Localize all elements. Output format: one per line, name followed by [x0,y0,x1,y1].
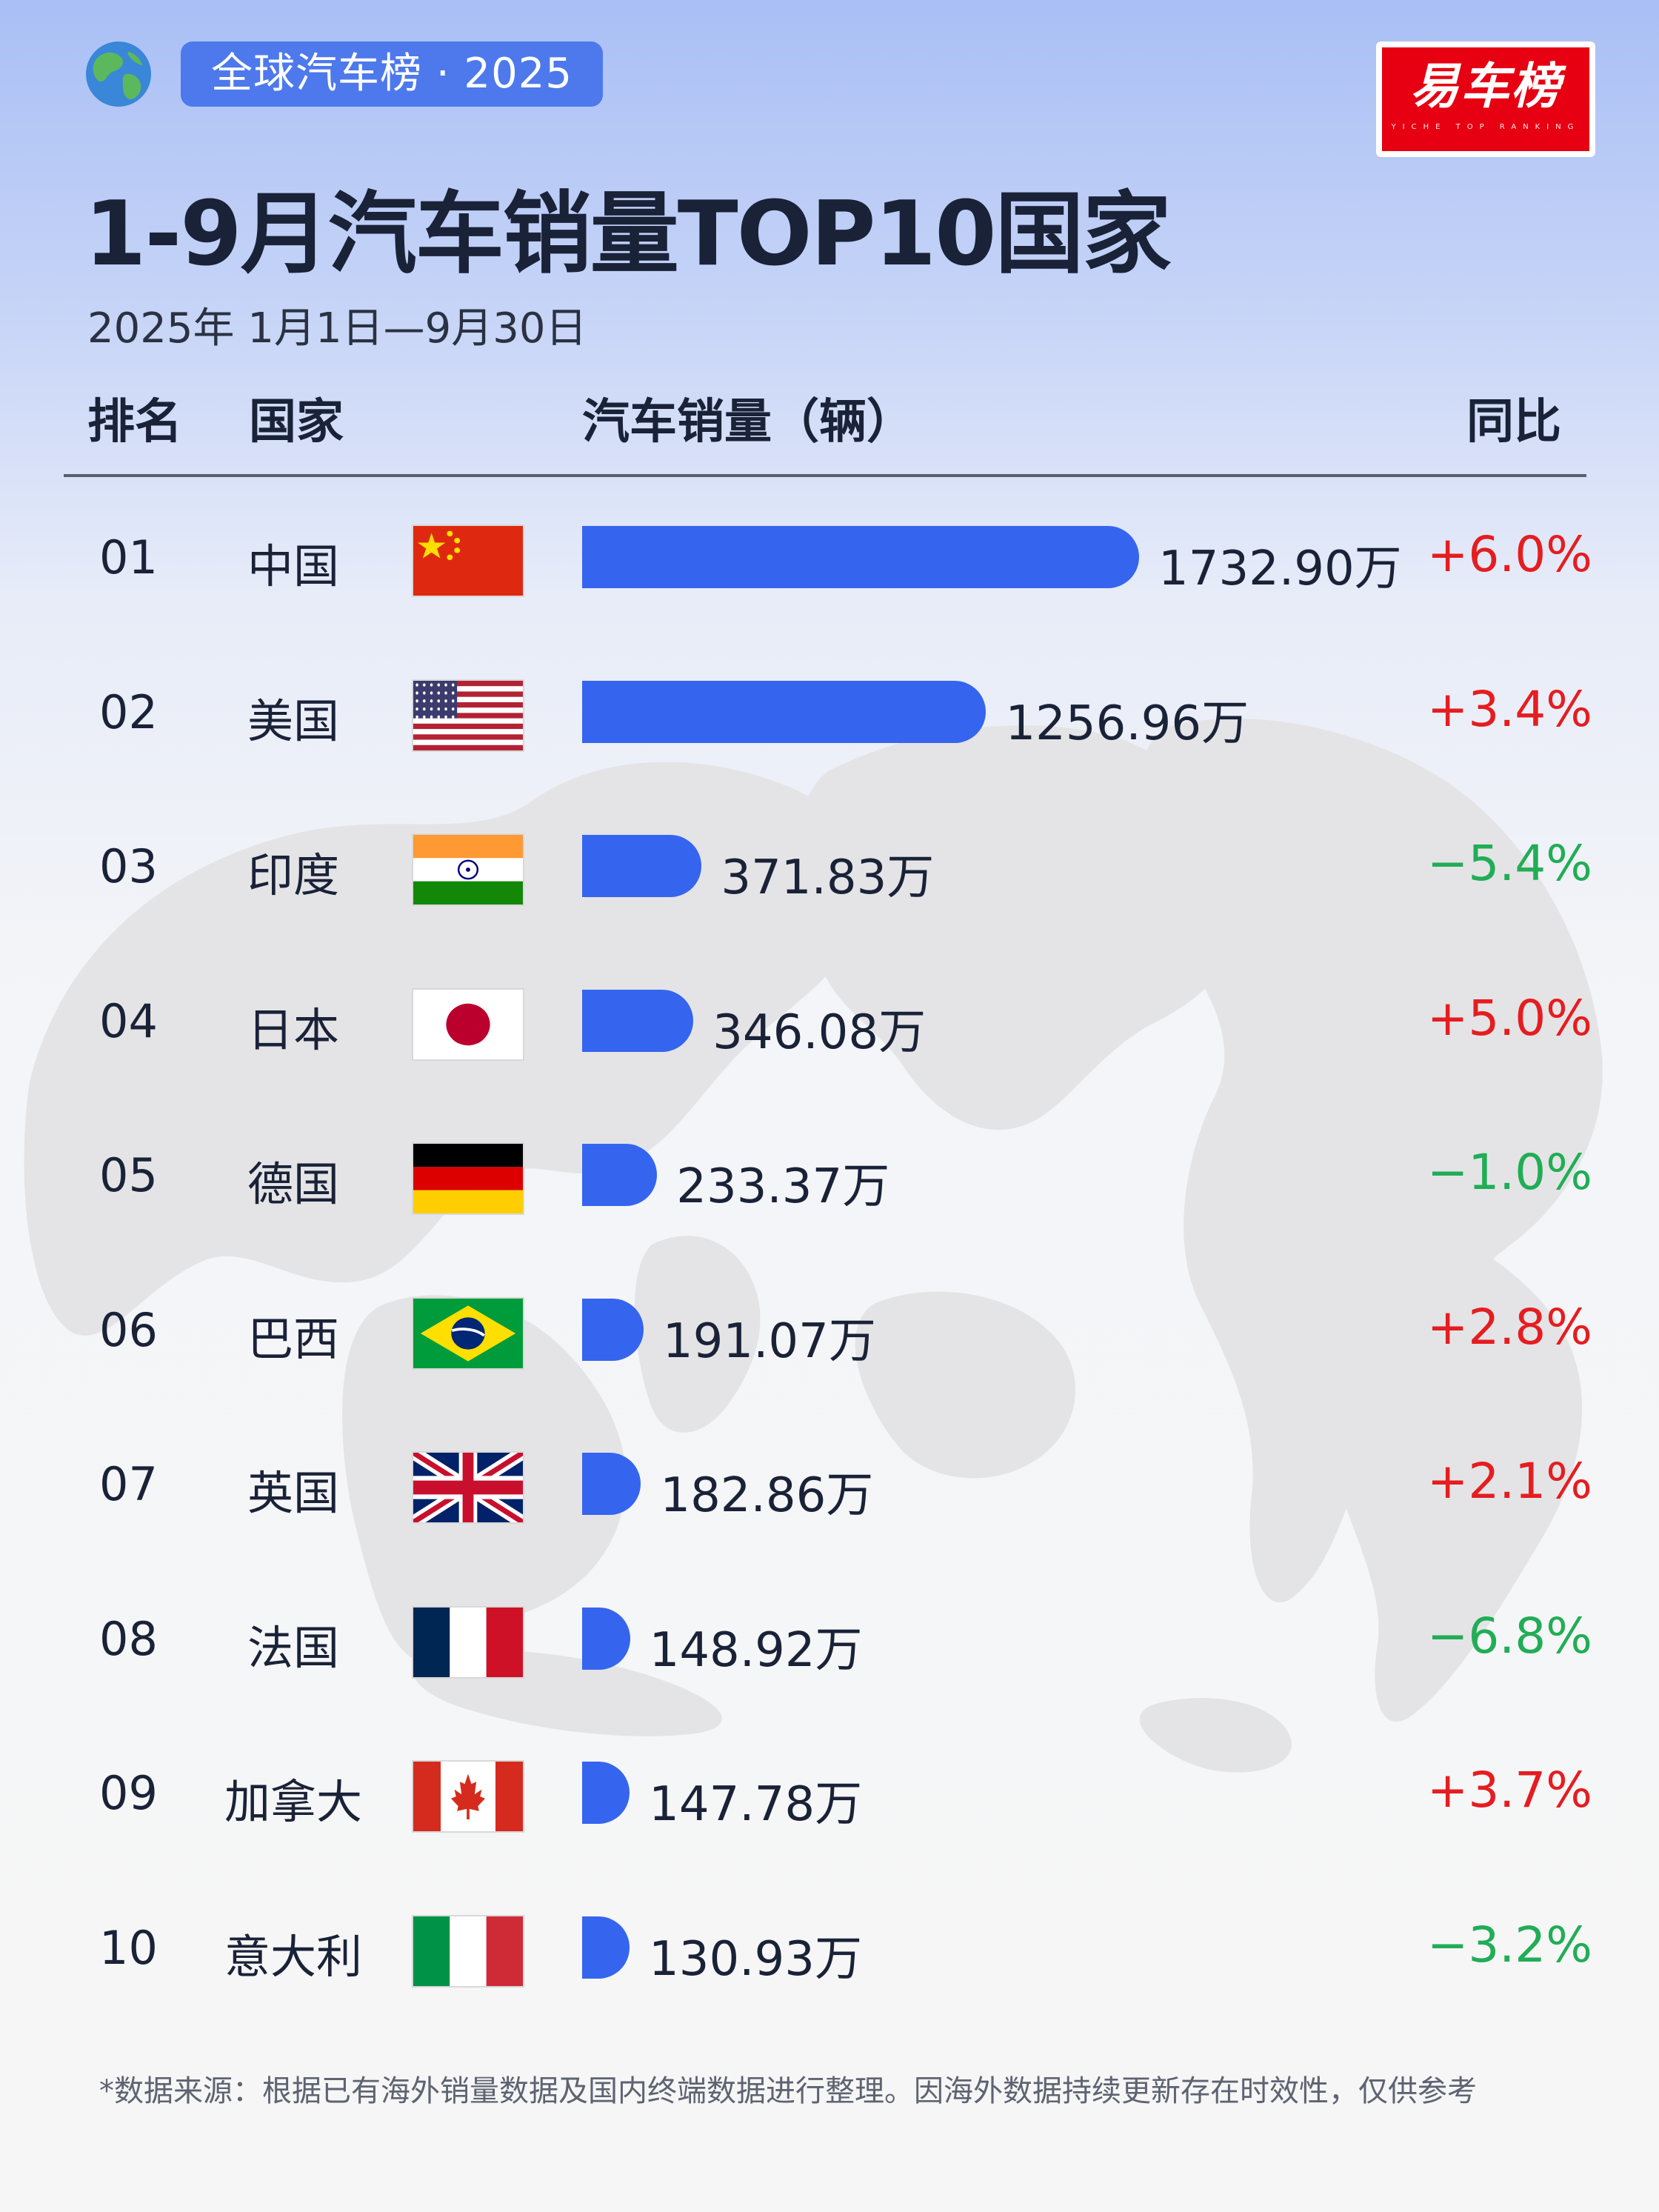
country-name: 巴西 [247,1311,339,1366]
sales-value-label: 1256.96万 [1005,696,1249,751]
country-name: 意大利 [224,1929,362,1984]
country-name: 法国 [247,1620,339,1675]
table-row: 05 德国 233.37万 −1.0% [0,1122,1659,1240]
france-flag-icon [412,1605,524,1679]
yoy-change: +2.1% [1427,1453,1592,1510]
sales-value-label: 182.86万 [660,1468,874,1523]
sales-bar [582,989,694,1052]
footnote: *数据来源：根据已有海外销量数据及国内终端数据进行整理。因海外数据持续更新存在时… [99,2074,1477,2108]
rank-number: 03 [99,839,158,893]
rank-number: 10 [99,1920,158,1975]
sales-bar [582,526,1139,588]
yoy-change: +3.4% [1427,680,1592,738]
yiche-logo: 易车榜 YICHE TOP RANKING [1376,41,1595,157]
sales-value-label: 371.83万 [721,850,935,905]
sales-bar [582,1916,630,1979]
rank-number: 08 [99,1611,158,1666]
rank-number: 09 [99,1766,158,1820]
usa-flag-icon [412,679,524,752]
sales-value-label: 191.07万 [662,1313,876,1369]
country-name: 中国 [247,539,339,593]
table-row: 10 意大利 130.93万 −3.2% [0,1894,1659,2013]
country-name: 美国 [247,693,339,748]
date-range: 2025年 1月1日—9月30日 [87,304,587,353]
yoy-change: +3.7% [1427,1762,1592,1819]
yoy-change: +6.0% [1427,526,1592,583]
sales-bar [582,1607,630,1670]
rank-number: 05 [99,1148,158,1202]
china-flag-icon [412,524,524,597]
sales-value-label: 233.37万 [676,1159,890,1214]
sales-bar [582,1144,658,1206]
header-yoy: 同比 [1466,395,1561,450]
rank-number: 01 [99,530,158,584]
italy-flag-icon [412,1914,524,1988]
sales-value-label: 1732.90万 [1158,542,1402,596]
country-name: 日本 [247,1002,339,1057]
table-row: 01 中国 1732.90万 +6.0% [0,504,1659,622]
brazil-flag-icon [412,1296,524,1370]
page-title: 1-9月汽车销量TOP10国家 [84,183,1172,286]
sales-bar [582,835,702,897]
germany-flag-icon [412,1142,524,1215]
sales-value-label: 346.08万 [712,1005,927,1060]
table-row: 02 美国 1256.96万 +3.4% [0,659,1659,777]
table-row: 06 巴西 191.07万 +2.8% [0,1276,1659,1395]
table-row: 09 加拿大 147.78万 +3.7% [0,1739,1659,1858]
logo-subtext: YICHE TOP RANKING [1391,123,1580,131]
yoy-change: −6.8% [1427,1607,1592,1665]
rank-number: 07 [99,1457,158,1511]
table-row: 04 日本 346.08万 +5.0% [0,967,1659,1086]
yoy-change: −5.4% [1427,835,1592,892]
sales-bar [582,1762,630,1824]
country-name: 英国 [247,1466,339,1520]
canada-flag-icon [412,1760,524,1833]
sales-bar [582,1453,641,1515]
sales-value-label: 130.93万 [649,1931,862,1987]
header-divider [64,474,1586,477]
header-rank: 排名 [87,395,182,450]
sales-value-label: 148.92万 [649,1622,863,1678]
sales-value-label: 147.78万 [649,1777,863,1832]
country-name: 德国 [247,1157,339,1211]
rank-number: 02 [99,684,158,739]
table-row: 08 法国 148.92万 −6.8% [0,1585,1659,1704]
header-sales: 汽车销量（辆） [582,395,914,450]
sales-bar [582,1298,644,1361]
country-name: 加拿大 [224,1775,362,1829]
rank-number: 04 [99,993,158,1048]
country-name: 印度 [247,848,339,902]
japan-flag-icon [412,987,524,1061]
rank-number: 06 [99,1302,158,1357]
globe-icon [86,41,151,107]
table-row: 03 印度 371.83万 −5.4% [0,813,1659,931]
yoy-change: −1.0% [1427,1144,1592,1201]
india-flag-icon [412,833,524,906]
yoy-change: −3.2% [1427,1916,1592,1973]
yoy-change: +5.0% [1427,989,1592,1047]
series-tag: 全球汽车榜 · 2025 [181,41,603,107]
yoy-change: +2.8% [1427,1298,1592,1356]
table-row: 07 英国 182.86万 +2.1% [0,1430,1659,1549]
sales-bar [582,680,987,743]
logo-text: 易车榜 [1410,58,1561,115]
header-country: 国家 [249,395,344,450]
uk-flag-icon [412,1451,524,1524]
